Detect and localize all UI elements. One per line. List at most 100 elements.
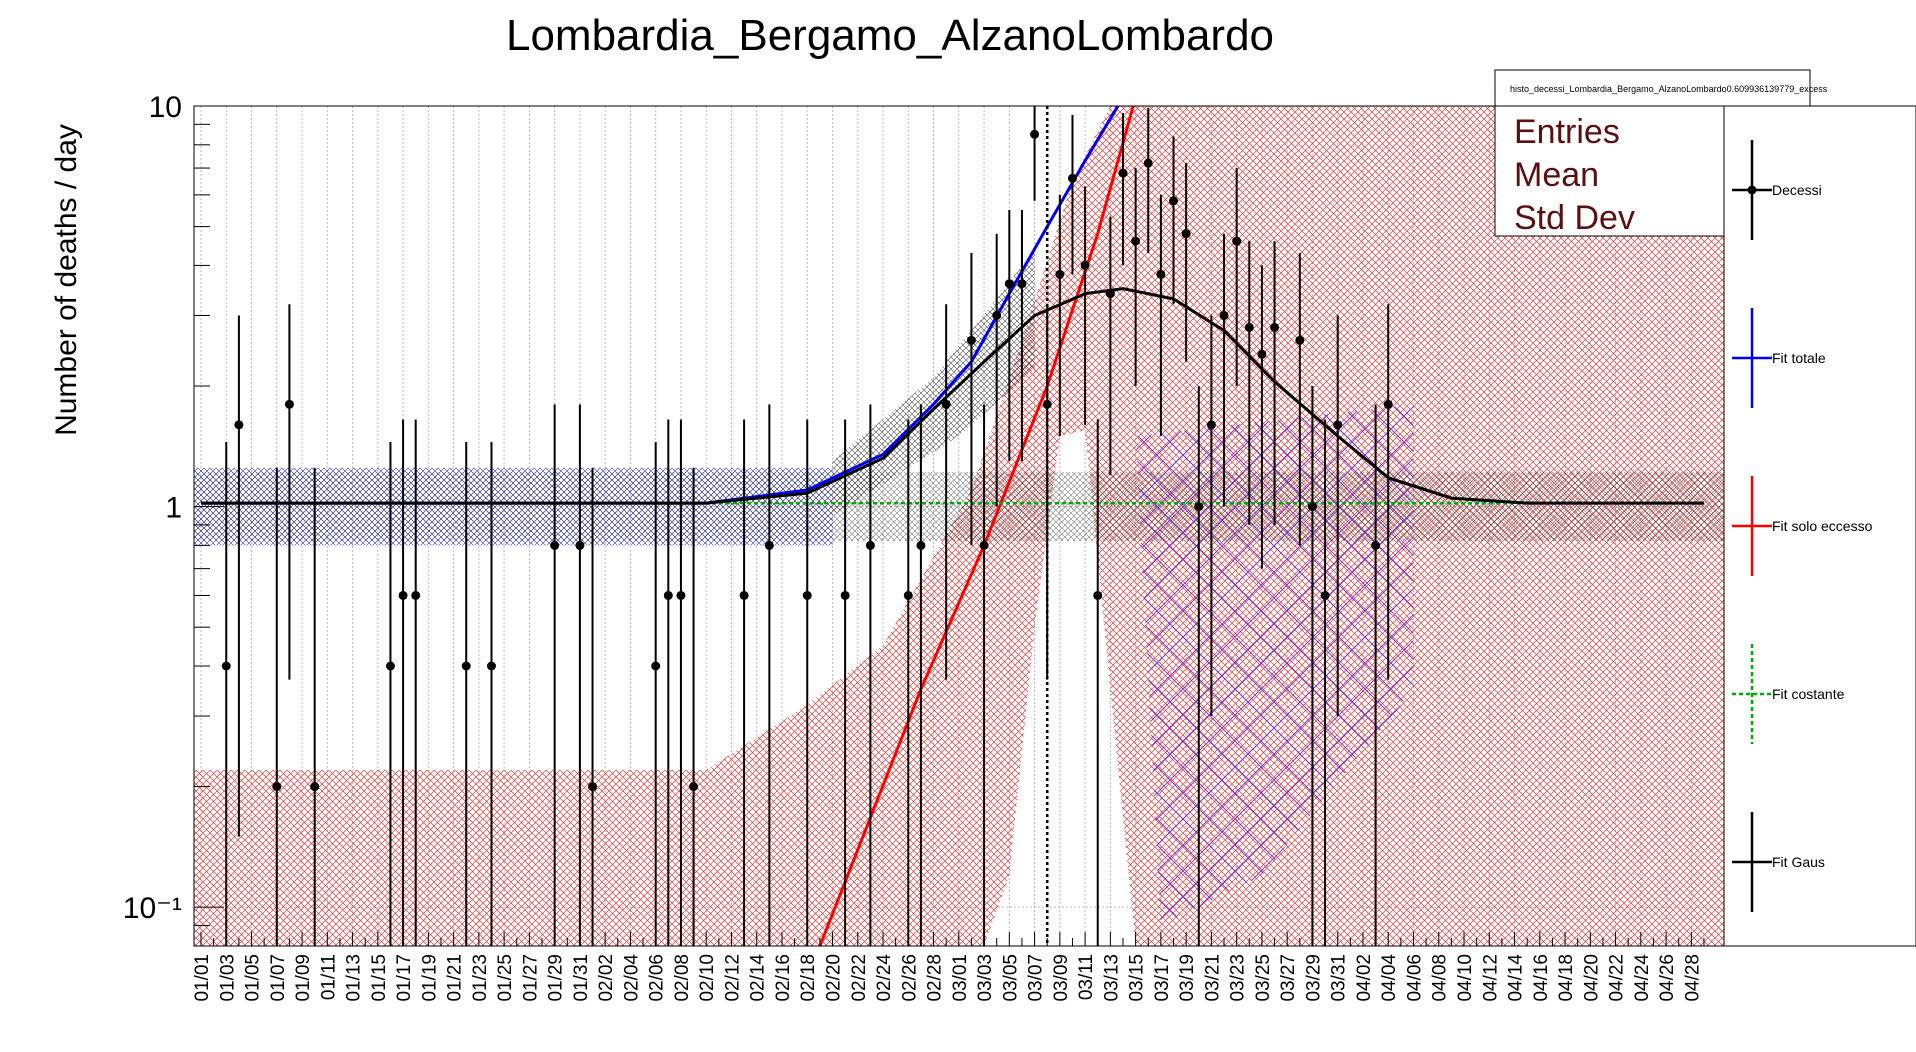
data-point [1080, 186, 1090, 425]
data-point [903, 419, 913, 946]
data-point [941, 304, 951, 680]
data-marker [1383, 399, 1393, 409]
x-tick-label: 01/29 [546, 954, 567, 1002]
x-tick-label: 03/11 [1076, 954, 1097, 1000]
data-point [461, 441, 471, 946]
legend-entry: Fit Gaus [1732, 812, 1825, 912]
data-marker [865, 540, 875, 550]
data-point [966, 252, 976, 546]
data-marker [310, 782, 320, 792]
x-tick-label: 03/13 [1101, 954, 1122, 1002]
data-marker [689, 782, 699, 792]
data-marker [575, 540, 585, 550]
x-tick-label: 01/11 [318, 954, 339, 1000]
x-tick-label: 04/18 [1556, 954, 1577, 1002]
x-tick-label: 03/17 [1152, 954, 1173, 1002]
x-tick-label: 02/28 [925, 954, 946, 1002]
data-point [1055, 194, 1065, 437]
data-point [588, 467, 598, 946]
data-marker [903, 590, 913, 600]
x-tick-label: 03/19 [1177, 954, 1198, 1002]
y-axis: 10 1 10⁻¹ [123, 91, 224, 947]
data-point [802, 419, 812, 946]
x-tick-label: 02/26 [899, 954, 920, 1002]
data-point [1320, 419, 1330, 946]
data-marker [840, 590, 850, 600]
data-marker [1156, 269, 1166, 279]
data-point [1307, 386, 1317, 946]
data-point [1244, 241, 1254, 525]
data-marker [221, 661, 231, 671]
data-marker [1131, 236, 1141, 246]
data-marker [1105, 289, 1115, 299]
x-tick-label: 04/02 [1354, 954, 1375, 1002]
x-tick-label: 01/01 [192, 954, 213, 1002]
data-marker [385, 661, 395, 671]
legend-entry: Fit costante [1732, 644, 1845, 744]
x-tick-label: 04/14 [1506, 954, 1527, 1002]
data-marker [1030, 129, 1040, 139]
x-tick-label: 01/19 [419, 954, 440, 1002]
data-marker [398, 590, 408, 600]
y-tick-label: 1 [165, 492, 182, 525]
legend-entry: Fit solo eccesso [1732, 476, 1873, 576]
gaus-fit-band-rise [832, 248, 1035, 516]
data-point [1333, 315, 1343, 717]
fit-line-fit-solo-eccesso [818, 106, 1135, 946]
chart-title: Lombardia_Bergamo_AlzanoLombardo [506, 11, 1274, 60]
x-tick-label: 03/15 [1127, 954, 1148, 1002]
y-tick-label: 10 [149, 91, 182, 124]
data-marker [1067, 173, 1077, 183]
x-tick-label: 03/05 [1000, 954, 1021, 1002]
data-point [284, 304, 294, 680]
data-marker [916, 540, 926, 550]
data-point [1118, 113, 1128, 266]
x-tick-label: 04/12 [1480, 954, 1501, 1002]
data-marker [941, 399, 951, 409]
x-tick-label: 04/20 [1581, 954, 1602, 1002]
fit-line-fit-totale [201, 106, 1120, 505]
legend-entry: Decessi [1732, 140, 1822, 240]
x-tick-label: 03/01 [950, 954, 971, 1002]
x-tick-label: 04/22 [1607, 954, 1628, 1002]
x-tick-label: 01/17 [394, 954, 415, 1002]
data-marker [1244, 322, 1254, 332]
x-tick-label: 03/07 [1026, 954, 1047, 1002]
x-tick-label: 03/09 [1051, 954, 1072, 1002]
x-tick-label: 02/02 [596, 954, 617, 1002]
data-point [1206, 315, 1216, 717]
data-marker [1257, 349, 1267, 359]
data-point [234, 315, 244, 837]
data-point [1093, 419, 1103, 946]
x-tick-label: 04/06 [1404, 954, 1425, 1002]
data-point [575, 404, 585, 946]
x-tick-label: 01/25 [495, 954, 516, 1002]
data-marker [1169, 196, 1179, 206]
x-tick-label: 02/08 [672, 954, 693, 1002]
data-point [1219, 233, 1229, 507]
x-tick-label: 04/24 [1632, 954, 1653, 1002]
data-marker [1143, 158, 1153, 168]
x-tick-label: 02/22 [849, 954, 870, 1002]
data-marker [1320, 590, 1330, 600]
legend: Decessi Fit totale Fit solo eccesso Fit cos… [1723, 105, 1916, 947]
x-tick-label: 03/21 [1202, 954, 1223, 1002]
legend-label: Fit Gaus [1772, 854, 1825, 870]
data-marker [739, 590, 749, 600]
data-marker [1042, 399, 1052, 409]
data-marker [1371, 540, 1381, 550]
x-tick-label: 01/05 [243, 954, 264, 1002]
legend-label: Fit costante [1772, 686, 1845, 702]
confidence-bands [194, 106, 1724, 946]
data-marker [588, 782, 598, 792]
data-point [1383, 304, 1393, 680]
data-marker [1219, 310, 1229, 320]
x-tick-label: 02/24 [874, 954, 895, 1002]
data-marker [802, 590, 812, 600]
data-marker [979, 540, 989, 550]
data-point [1067, 114, 1077, 275]
data-point [411, 419, 421, 946]
data-point [1232, 168, 1242, 386]
data-points [221, 106, 1393, 946]
data-point [689, 467, 699, 946]
